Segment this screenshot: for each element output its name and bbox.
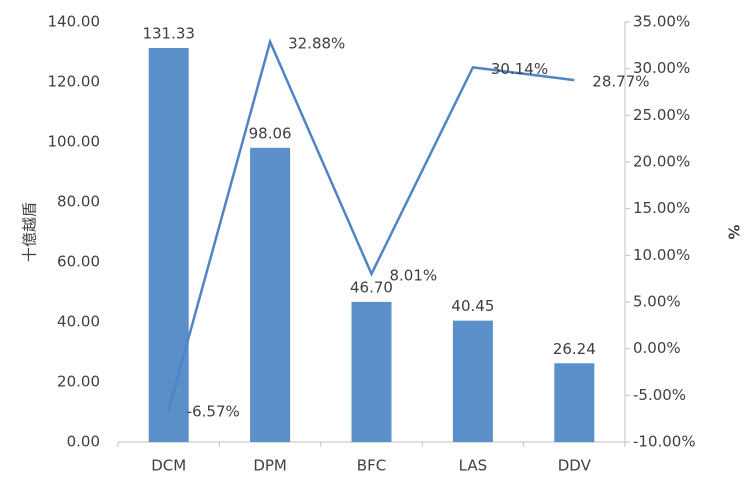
line-value-label: 8.01%	[390, 266, 438, 284]
bar-value-label: 98.06	[249, 124, 292, 142]
y2-tick-label: -5.00%	[633, 386, 686, 404]
y2-tick-label: 0.00%	[633, 339, 681, 357]
y-tick-label: 100.00	[48, 133, 101, 151]
line-value-label: 28.77%	[592, 73, 649, 91]
y2-tick-label: 30.00%	[633, 59, 690, 77]
y-axis-label: 十億越盾	[21, 202, 39, 262]
y2-tick-label: 20.00%	[633, 153, 690, 171]
y-tick-label: 80.00	[57, 193, 100, 211]
x-tick-label: LAS	[459, 457, 487, 475]
line-value-label: 32.88%	[288, 34, 345, 52]
line	[167, 38, 575, 411]
bar-value-label: 46.70	[350, 278, 393, 296]
y-tick-label: 0.00	[67, 433, 100, 451]
bar-value-label: 26.24	[553, 340, 596, 358]
bar-value-label: 40.45	[451, 297, 494, 315]
bar	[148, 48, 189, 442]
bar	[351, 301, 392, 442]
y2-tick-label: 15.00%	[633, 199, 690, 217]
line-value-label: 30.14%	[491, 60, 548, 78]
y2-axis-label: %	[725, 224, 743, 239]
y2-tick-label: 35.00%	[633, 13, 690, 31]
bar	[452, 320, 493, 442]
y-tick-label: 40.00	[57, 313, 100, 331]
y-tick-label: 120.00	[48, 73, 101, 91]
x-tick-label: BFC	[357, 457, 386, 475]
x-tick-label: DPM	[253, 457, 287, 475]
y-tick-label: 20.00	[57, 373, 100, 391]
x-tick-label: DCM	[151, 457, 186, 475]
y2-tick-label: -10.00%	[633, 433, 696, 451]
y2-tick-label: 10.00%	[633, 246, 690, 264]
bar-value-label: 131.33	[142, 25, 195, 43]
y2-tick-label: 5.00%	[633, 293, 681, 311]
y-tick-label: 140.00	[48, 13, 101, 31]
x-tick-label: DDV	[558, 457, 592, 475]
line-value-label: -6.57%	[187, 402, 240, 420]
y-tick-label: 60.00	[57, 253, 100, 271]
bar	[554, 363, 595, 442]
bar	[250, 147, 291, 442]
y2-tick-label: 25.00%	[633, 106, 690, 124]
